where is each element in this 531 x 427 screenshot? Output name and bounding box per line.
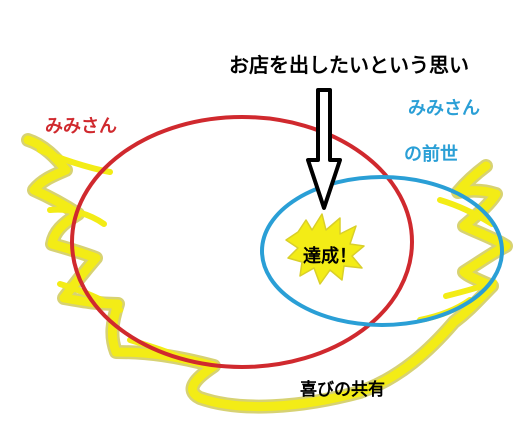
achieved-label: 達成！ xyxy=(303,245,357,267)
shared-joy-label: 喜びの共有 xyxy=(300,379,385,400)
down-arrow-icon xyxy=(306,88,342,210)
mimi-circle xyxy=(70,115,414,369)
wish-label: お店を出したいという思い xyxy=(229,53,469,77)
joy-scribble-main xyxy=(23,135,511,412)
star-burst-icon xyxy=(285,213,365,285)
mimi-label: みみさん xyxy=(45,116,117,137)
joy-scribble-left-extra xyxy=(37,147,193,365)
past-life-circle xyxy=(260,175,504,327)
past-life-label-line2: の前世 xyxy=(404,143,458,165)
past-life-label-line1: みみさん xyxy=(408,98,480,119)
